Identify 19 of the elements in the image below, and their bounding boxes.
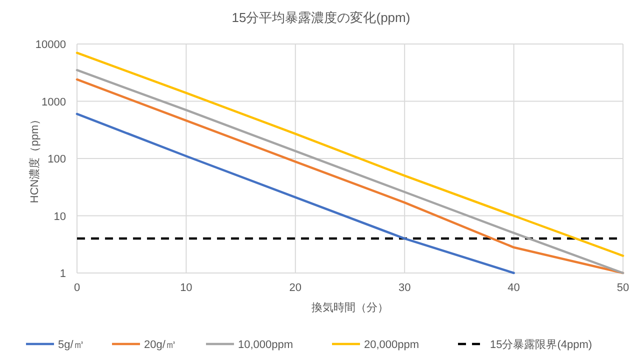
y-axis-title: HCN濃度（ppm）	[28, 114, 41, 204]
y-tick-label: 10	[54, 210, 66, 223]
x-tick-label: 40	[508, 282, 520, 294]
x-tick-label: 30	[398, 282, 411, 294]
y-tick-label: 100	[48, 154, 66, 166]
x-tick-label: 20	[289, 282, 302, 294]
y-tick-label: 10000	[35, 39, 66, 51]
x-tick-label: 10	[180, 282, 192, 294]
legend-label: 20,000ppm	[364, 339, 420, 351]
y-tick-label: 1	[60, 268, 66, 280]
legend-label: 5g/㎥	[58, 339, 84, 351]
x-tick-label: 0	[74, 282, 80, 294]
y-tick-label: 1000	[42, 96, 66, 108]
legend-label: 10,000ppm	[238, 339, 294, 351]
legend-label: 15分暴露限界(4ppm)	[490, 339, 592, 351]
chart-title: 15分平均暴露濃度の変化(ppm)	[232, 10, 410, 25]
x-tick-label: 50	[616, 282, 630, 294]
x-axis-title: 換気時間（分）	[312, 301, 388, 314]
legend-label: 20g/㎥	[144, 339, 176, 351]
